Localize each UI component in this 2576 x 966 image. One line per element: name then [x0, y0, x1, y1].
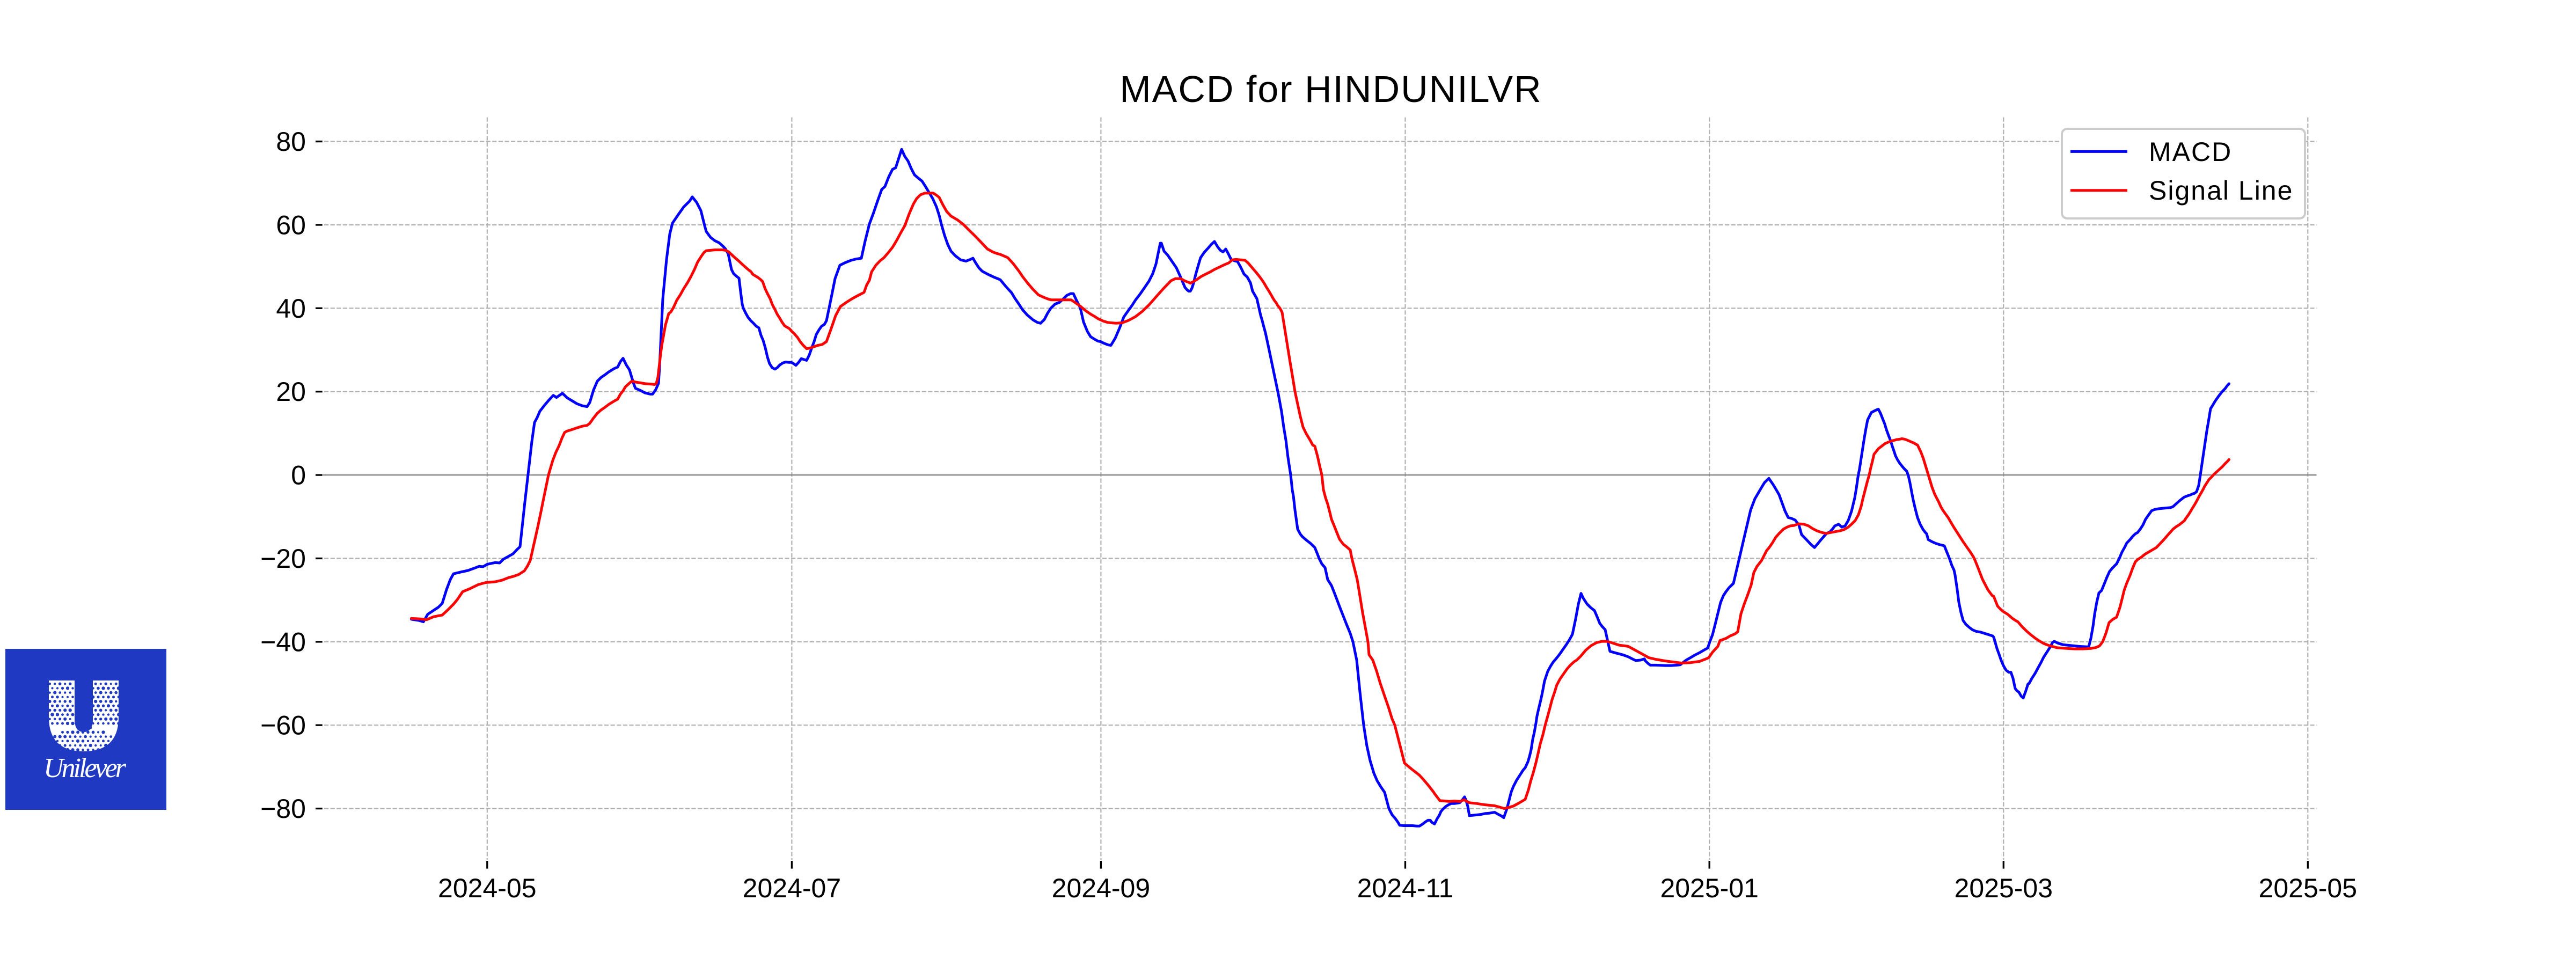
svg-text:20: 20: [276, 377, 306, 407]
svg-text:MACD: MACD: [2149, 137, 2232, 167]
svg-text:40: 40: [276, 294, 306, 324]
svg-text:−40: −40: [260, 627, 306, 657]
svg-text:Unilever: Unilever: [43, 753, 127, 784]
svg-text:2025-05: 2025-05: [2259, 873, 2358, 903]
svg-text:Signal Line: Signal Line: [2149, 175, 2293, 206]
svg-text:−80: −80: [260, 794, 306, 824]
svg-text:−20: −20: [260, 544, 306, 574]
svg-text:2024-09: 2024-09: [1052, 873, 1151, 903]
svg-text:−60: −60: [260, 711, 306, 741]
svg-text:2025-01: 2025-01: [1660, 873, 1759, 903]
svg-text:2024-05: 2024-05: [438, 873, 537, 903]
svg-text:80: 80: [276, 127, 306, 157]
svg-text:2024-11: 2024-11: [1357, 873, 1454, 903]
svg-text:60: 60: [276, 210, 306, 240]
svg-text:0: 0: [291, 460, 306, 491]
svg-text:2024-07: 2024-07: [743, 873, 841, 903]
svg-text:MACD for HINDUNILVR: MACD for HINDUNILVR: [1119, 68, 1542, 110]
svg-text:2025-03: 2025-03: [1955, 873, 2053, 903]
